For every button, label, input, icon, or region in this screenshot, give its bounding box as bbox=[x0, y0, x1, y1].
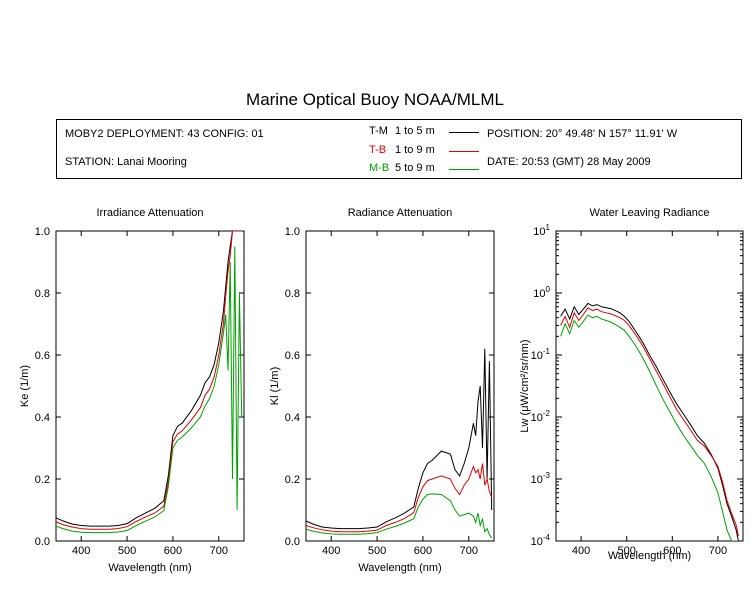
y-tick-label: 0.0 bbox=[285, 536, 300, 548]
x-tick-label: 500 bbox=[118, 545, 136, 557]
x-tick-label: 700 bbox=[460, 545, 478, 557]
panel-title: Radiance Attenuation bbox=[348, 207, 453, 219]
legend-swatch bbox=[449, 132, 479, 133]
legend-label: T-B bbox=[369, 144, 387, 156]
y-axis-title: Lw (μW/cm²/sr/nm) bbox=[519, 339, 531, 432]
series-line-t-m bbox=[56, 231, 242, 527]
y-tick-label: 10-1 bbox=[531, 347, 551, 362]
legend-item-m-b: M-B 5 to 9 m bbox=[369, 162, 529, 178]
legend-label: T-M bbox=[369, 125, 388, 137]
legend-item-t-b: T-B 1 to 9 m bbox=[369, 144, 529, 160]
y-tick-label: 0.6 bbox=[35, 350, 50, 362]
y-tick-label: 0.4 bbox=[285, 412, 300, 424]
y-tick-label: 0.2 bbox=[35, 474, 50, 486]
y-tick-label: 0.8 bbox=[35, 288, 50, 300]
deployment-text: MOBY2 DEPLOYMENT: 43 CONFIG: 01 bbox=[65, 128, 264, 140]
x-axis-title: Wavelength (nm) bbox=[358, 562, 441, 574]
legend-item-t-m: T-M 1 to 5 m bbox=[369, 125, 529, 141]
panel-title: Irradiance Attenuation bbox=[96, 207, 203, 219]
series-line-t-b bbox=[306, 463, 493, 533]
legend-range: 5 to 9 m bbox=[395, 162, 435, 174]
y-tick-label: 100 bbox=[533, 285, 550, 300]
y-tick-label: 0.4 bbox=[35, 412, 50, 424]
y-axis-title: Ke (1/m) bbox=[19, 365, 31, 407]
x-tick-label: 400 bbox=[322, 545, 340, 557]
legend-label: M-B bbox=[369, 162, 390, 174]
series-line-m-b bbox=[56, 246, 243, 534]
x-tick-label: 600 bbox=[414, 545, 432, 557]
y-tick-label: 1.0 bbox=[285, 226, 300, 238]
y-tick-label: 10-4 bbox=[531, 533, 551, 548]
y-tick-label: 0.2 bbox=[285, 474, 300, 486]
panel-title: Water Leaving Radiance bbox=[589, 207, 709, 219]
x-tick-label: 700 bbox=[210, 545, 228, 557]
y-tick-label: 101 bbox=[533, 223, 550, 238]
series-line-t-b bbox=[56, 231, 242, 530]
x-tick-label: 700 bbox=[709, 545, 727, 557]
series-line-t-b bbox=[560, 307, 739, 537]
info-box: MOBY2 DEPLOYMENT: 43 CONFIG: 01 STATION:… bbox=[56, 119, 742, 179]
x-axis-title: Wavelength (nm) bbox=[108, 562, 191, 574]
x-tick-label: 400 bbox=[572, 545, 590, 557]
y-tick-label: 0.6 bbox=[285, 350, 300, 362]
y-tick-label: 0.0 bbox=[35, 536, 50, 548]
plot-frame bbox=[555, 230, 744, 542]
legend-range: 1 to 5 m bbox=[395, 125, 435, 137]
position-text: POSITION: 20° 49.48' N 157° 11.91' W bbox=[487, 128, 678, 140]
date-text: DATE: 20:53 (GMT) 28 May 2009 bbox=[487, 156, 651, 168]
x-tick-label: 500 bbox=[618, 545, 636, 557]
chart-title: Marine Optical Buoy NOAA/MLML bbox=[246, 90, 504, 109]
series-line-m-b bbox=[306, 493, 493, 539]
y-tick-label: 10-3 bbox=[531, 471, 551, 486]
series-line-t-m bbox=[560, 302, 739, 541]
x-axis-title: Wavelength (nm) bbox=[608, 550, 691, 562]
station-text: STATION: Lanai Mooring bbox=[65, 156, 187, 168]
series-line-m-b bbox=[560, 314, 739, 541]
y-tick-label: 10-2 bbox=[531, 409, 551, 424]
x-tick-label: 600 bbox=[663, 545, 681, 557]
x-tick-label: 600 bbox=[164, 545, 182, 557]
series-line-t-m bbox=[306, 348, 493, 530]
y-tick-label: 0.8 bbox=[285, 288, 300, 300]
legend-range: 1 to 9 m bbox=[395, 144, 435, 156]
y-tick-label: 1.0 bbox=[35, 226, 50, 238]
plot-frame bbox=[305, 230, 495, 542]
y-axis-title: Kl (1/m) bbox=[269, 367, 281, 406]
x-tick-label: 500 bbox=[368, 545, 386, 557]
legend-swatch bbox=[449, 151, 479, 152]
plot-frame bbox=[55, 230, 245, 542]
x-tick-label: 400 bbox=[72, 545, 90, 557]
legend-swatch bbox=[449, 169, 479, 170]
